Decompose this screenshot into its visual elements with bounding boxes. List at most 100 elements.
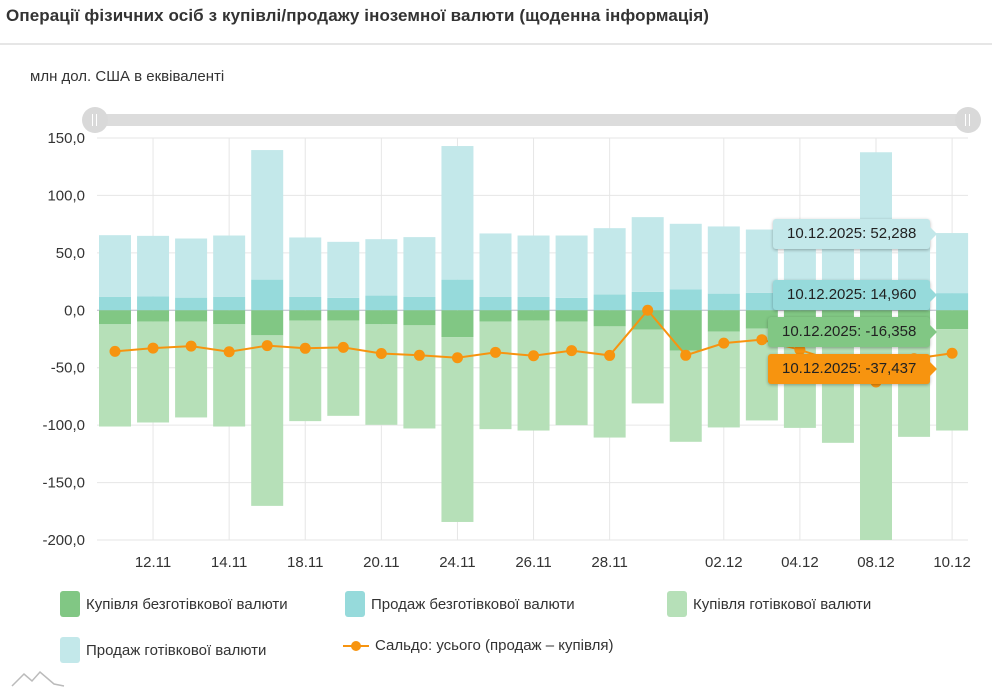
bar-cash-sell <box>707 226 740 294</box>
bar-noncash-buy <box>631 310 664 330</box>
bar-cash-buy <box>365 324 398 425</box>
saldo-point <box>109 345 121 357</box>
bar-noncash-buy <box>707 310 740 332</box>
chart-plot: 150,0 100,0 50,0 0,0 -50,0 -100,0 -150,0 -200,0… <box>42 130 971 571</box>
bar-noncash-sell <box>327 297 360 311</box>
bar-cash-buy <box>403 325 436 429</box>
bar-cash-sell <box>441 146 474 280</box>
saldo-point <box>642 304 654 316</box>
x-tick-label: 28.11 <box>591 554 627 571</box>
saldo-point <box>946 347 958 359</box>
bar-noncash-buy <box>213 310 246 325</box>
saldo-point <box>451 352 463 364</box>
bar-cash-sell <box>745 229 778 293</box>
legend-noncash-buy[interactable]: Купівля безготівкової валюти <box>60 591 288 617</box>
legend-label: Купівля готівкової валюти <box>693 595 872 613</box>
bar-noncash-sell <box>251 279 284 311</box>
bar-noncash-buy <box>593 310 626 327</box>
range-slider-right-handle[interactable] <box>955 107 981 133</box>
bar-cash-sell <box>137 235 170 297</box>
y-tick-label: -200,0 <box>42 532 85 549</box>
bar-noncash-sell <box>213 296 246 311</box>
bar-noncash-sell <box>479 296 512 311</box>
y-tick-label: 50,0 <box>56 245 85 262</box>
saldo-point <box>756 334 768 346</box>
bar-cash-sell <box>175 238 208 298</box>
tooltip-noncash-buy: 10.12.2025: -16,358 <box>768 317 938 347</box>
bar-cash-sell <box>631 217 664 292</box>
bar-noncash-buy <box>137 310 170 322</box>
bar-noncash-buy <box>99 310 131 325</box>
bar-cash-buy <box>669 350 702 442</box>
bar-noncash-buy <box>365 310 398 325</box>
bar-cash-buy <box>137 321 170 423</box>
bar-cash-buy <box>441 337 474 522</box>
x-tick-label: 10.12 <box>933 554 971 571</box>
tooltip-saldo: 10.12.2025: -37,437 <box>768 354 938 384</box>
bar-noncash-buy <box>555 310 588 322</box>
range-slider-track[interactable] <box>95 114 968 126</box>
bar-noncash-buy <box>327 310 360 321</box>
y-tick-label: 0,0 <box>64 302 85 319</box>
bar-noncash-sell <box>631 291 664 311</box>
bar-cash-buy <box>593 326 626 438</box>
bar-noncash-buy <box>403 310 436 326</box>
range-slider-left-handle[interactable] <box>82 107 108 133</box>
bar-cash-buy <box>327 320 360 416</box>
x-tick-label: 24.11 <box>439 554 475 571</box>
bar-cash-sell <box>327 241 360 298</box>
bar-noncash-buy <box>669 310 702 351</box>
bar-cash-buy <box>821 330 854 443</box>
x-tick-label: 12.11 <box>135 554 171 571</box>
saldo-point <box>528 350 540 362</box>
bar-noncash-sell <box>555 297 588 311</box>
bar-cash-buy <box>555 321 588 426</box>
x-tick-label: 14.11 <box>211 554 247 571</box>
saldo-point <box>680 349 692 361</box>
bar-cash-sell <box>669 223 702 290</box>
tooltip-cash-sell: 10.12.2025: 52,288 <box>773 219 938 249</box>
saldo-point <box>490 346 501 358</box>
legend-cash-sell[interactable]: Продаж готівкової валюти <box>60 637 266 663</box>
bar-noncash-sell <box>593 294 626 311</box>
y-tick-label: 100,0 <box>47 187 85 204</box>
legend-label: Продаж готівкової валюти <box>86 641 267 659</box>
bar-cash-buy <box>99 324 131 427</box>
x-tick-label: 02.12 <box>705 554 743 571</box>
bar-cash-sell <box>251 150 284 280</box>
legend-noncash-sell[interactable]: Продаж безготівкової валюти <box>345 591 575 617</box>
y-tick-label: -50,0 <box>51 360 85 377</box>
bar-cash-buy <box>479 321 512 430</box>
x-tick-label: 04.12 <box>781 554 819 571</box>
bar-noncash-sell <box>289 296 322 311</box>
saldo-point <box>718 337 730 349</box>
x-tick-label: 26.11 <box>515 554 551 571</box>
bar-cash-buy <box>213 324 246 427</box>
saldo-point <box>147 342 159 354</box>
legend-saldo[interactable]: Сальдо: усього (продаж – купівля) <box>343 637 613 654</box>
x-tick-label: 08.12 <box>857 554 895 571</box>
bar-noncash-sell <box>517 296 550 311</box>
bar-noncash-buy <box>251 310 284 336</box>
bar-cash-buy <box>936 329 969 431</box>
y-axis-unit-label: млн дол. США в еквіваленті <box>30 68 225 85</box>
bar-noncash-sell <box>936 293 969 311</box>
bar-cash-buy <box>631 329 664 404</box>
legend-label: Купівля безготівкової валюти <box>86 595 288 613</box>
chart-title: Операції фізичних осіб з купівлі/продажу… <box>6 6 710 25</box>
legend-label: Продаж безготівкової валюти <box>371 595 575 613</box>
legend-label: Сальдо: усього (продаж – купівля) <box>375 637 614 654</box>
legend-swatch <box>60 591 80 617</box>
bar-noncash-buy <box>289 310 322 321</box>
y-tick-label: -100,0 <box>42 417 85 434</box>
saldo-point <box>413 349 425 361</box>
tooltip-noncash-sell: 10.12.2025: 14,960 <box>773 280 938 310</box>
saldo-point <box>375 347 387 359</box>
bar-noncash-sell <box>99 296 131 311</box>
y-tick-label: -150,0 <box>42 475 85 492</box>
bar-cash-sell <box>593 228 626 295</box>
legend-cash-buy[interactable]: Купівля готівкової валюти <box>667 591 871 617</box>
bar-cash-buy <box>517 320 550 431</box>
header-divider <box>0 43 992 45</box>
bar-cash-sell <box>365 239 398 296</box>
